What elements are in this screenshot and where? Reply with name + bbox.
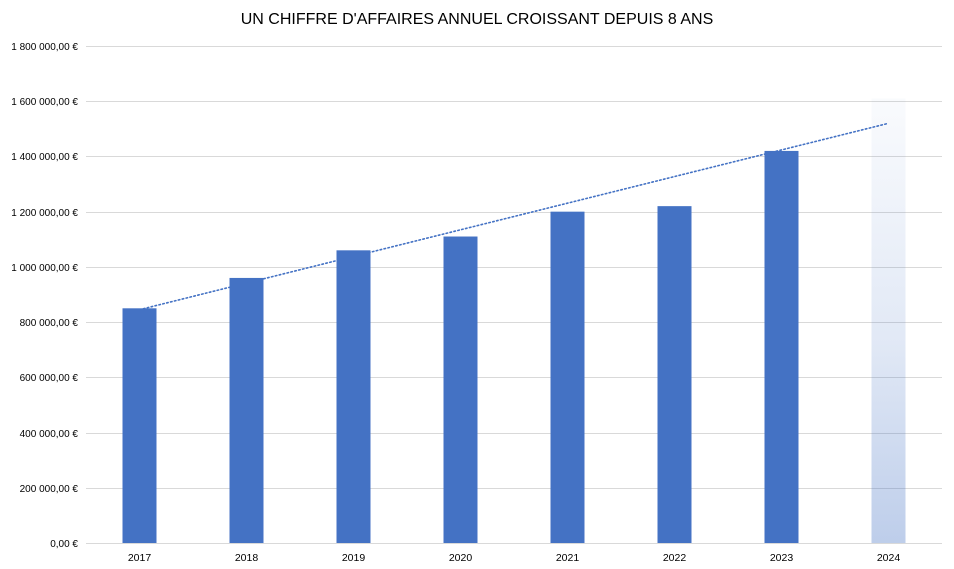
bar-2017	[122, 308, 157, 543]
trendline-layer	[138, 122, 890, 311]
x-tick-label: 2017	[128, 552, 152, 564]
bar-2024-projection	[871, 98, 906, 543]
y-tick-label: 1 800 000,00 €	[11, 42, 78, 53]
bar-2018	[229, 277, 264, 543]
bar-2023	[764, 150, 799, 543]
x-axis-labels: 2017 2018 2019 2020 2021 2022 2023 2024	[128, 552, 901, 564]
x-tick-label: 2021	[556, 552, 580, 564]
y-tick-label: 600 000,00 €	[20, 373, 79, 384]
bar-2020	[443, 236, 478, 543]
bars	[122, 98, 906, 544]
trendline	[138, 122, 890, 311]
x-tick-label: 2019	[342, 552, 366, 564]
chart-title: UN CHIFFRE D'AFFAIRES ANNUEL CROISSANT D…	[241, 11, 713, 28]
bar-2019	[336, 250, 371, 544]
y-tick-label: 800 000,00 €	[20, 318, 79, 329]
y-tick-label: 400 000,00 €	[20, 429, 79, 440]
y-tick-label: 200 000,00 €	[20, 484, 79, 495]
y-tick-label: 0,00 €	[50, 539, 78, 550]
x-tick-label: 2018	[235, 552, 259, 564]
x-tick-label: 2020	[449, 552, 473, 564]
bar-2022	[657, 206, 692, 543]
y-tick-label: 1 200 000,00 €	[11, 208, 78, 219]
y-tick-label: 1 000 000,00 €	[11, 263, 78, 274]
x-tick-label: 2023	[770, 552, 794, 564]
y-axis-labels: 0,00 € 200 000,00 € 400 000,00 € 600 000,00…	[11, 42, 78, 550]
gridlines	[86, 46, 942, 544]
bar-2021	[550, 211, 585, 543]
x-tick-label: 2024	[877, 552, 901, 564]
y-tick-label: 1 600 000,00 €	[11, 97, 78, 108]
x-tick-label: 2022	[663, 552, 687, 564]
y-tick-label: 1 400 000,00 €	[11, 152, 78, 163]
